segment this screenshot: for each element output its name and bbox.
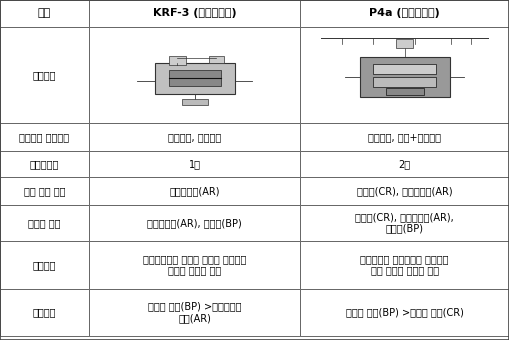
Bar xyxy=(396,39,413,48)
Bar xyxy=(0,289,89,336)
Bar xyxy=(386,88,423,95)
Text: 제동관 압력(BP) >제어실 압력(CR): 제동관 압력(BP) >제어실 압력(CR) xyxy=(346,307,464,318)
Bar xyxy=(89,289,300,336)
Text: 1개: 1개 xyxy=(189,159,201,169)
Text: 제동관 압력(BP) >보조공기통
압력(AR): 제동관 압력(BP) >보조공기통 압력(AR) xyxy=(148,302,241,323)
Text: 2개: 2개 xyxy=(399,159,411,169)
Text: 압력의 균형: 압력의 균형 xyxy=(29,218,61,228)
Bar xyxy=(300,151,509,177)
Text: 최초 압력 충기: 최초 압력 충기 xyxy=(24,186,65,196)
Text: 보조공기통(AR): 보조공기통(AR) xyxy=(169,186,220,196)
Text: 계단제동, 단일+계단완해: 계단제동, 단일+계단완해 xyxy=(368,132,441,142)
Bar xyxy=(89,151,300,177)
Bar xyxy=(360,57,449,97)
Bar xyxy=(209,55,224,63)
Text: 제어밸브: 제어밸브 xyxy=(33,70,56,80)
Text: KRF-3 (단일막판식): KRF-3 (단일막판식) xyxy=(153,8,237,18)
Text: 계단제동, 단일완해: 계단제동, 단일완해 xyxy=(168,132,221,142)
Bar xyxy=(300,123,509,151)
Bar xyxy=(300,205,509,241)
Bar xyxy=(89,0,300,27)
Bar xyxy=(0,205,89,241)
Bar xyxy=(0,177,89,205)
Bar xyxy=(0,151,89,177)
Bar xyxy=(0,123,89,151)
Bar xyxy=(155,63,235,94)
Bar xyxy=(300,0,509,27)
Bar xyxy=(89,177,300,205)
Bar xyxy=(300,27,509,123)
Text: 보조공기통(AR), 제동관(BP): 보조공기통(AR), 제동관(BP) xyxy=(147,218,242,228)
Bar xyxy=(300,241,509,289)
Bar xyxy=(169,70,220,86)
Bar xyxy=(89,123,300,151)
Bar xyxy=(89,27,300,123)
Text: 제어실(CR), 보조공기통(AR): 제어실(CR), 보조공기통(AR) xyxy=(357,186,453,196)
Bar xyxy=(373,77,436,87)
Text: 제동압력 제어방식: 제동압력 제어방식 xyxy=(19,132,70,142)
Bar xyxy=(0,241,89,289)
Text: 완해시점: 완해시점 xyxy=(33,307,56,318)
Bar xyxy=(89,241,300,289)
Bar xyxy=(0,27,89,123)
Bar xyxy=(300,177,509,205)
Text: P4a (이중막판식): P4a (이중막판식) xyxy=(370,8,440,18)
Bar xyxy=(0,0,89,27)
Text: 제어실(CR), 보조공기통(AR),
제동관(BP): 제어실(CR), 보조공기통(AR), 제동관(BP) xyxy=(355,212,454,234)
Text: 제동원리: 제동원리 xyxy=(33,260,56,270)
Text: 구분: 구분 xyxy=(38,8,51,18)
Bar xyxy=(373,64,436,74)
Bar xyxy=(182,99,208,105)
Text: 다이어프램: 다이어프램 xyxy=(30,159,59,169)
Text: 상부막판과 하부막판의 면적비에
의해 제동통 압력이 형성: 상부막판과 하부막판의 면적비에 의해 제동통 압력이 형성 xyxy=(360,254,449,276)
Bar xyxy=(89,205,300,241)
Text: 보조공기통과 제동통 용적을 기준으로
제동통 압력이 형성: 보조공기통과 제동통 용적을 기준으로 제동통 압력이 형성 xyxy=(143,254,246,276)
Bar xyxy=(168,55,186,65)
Bar xyxy=(300,289,509,336)
